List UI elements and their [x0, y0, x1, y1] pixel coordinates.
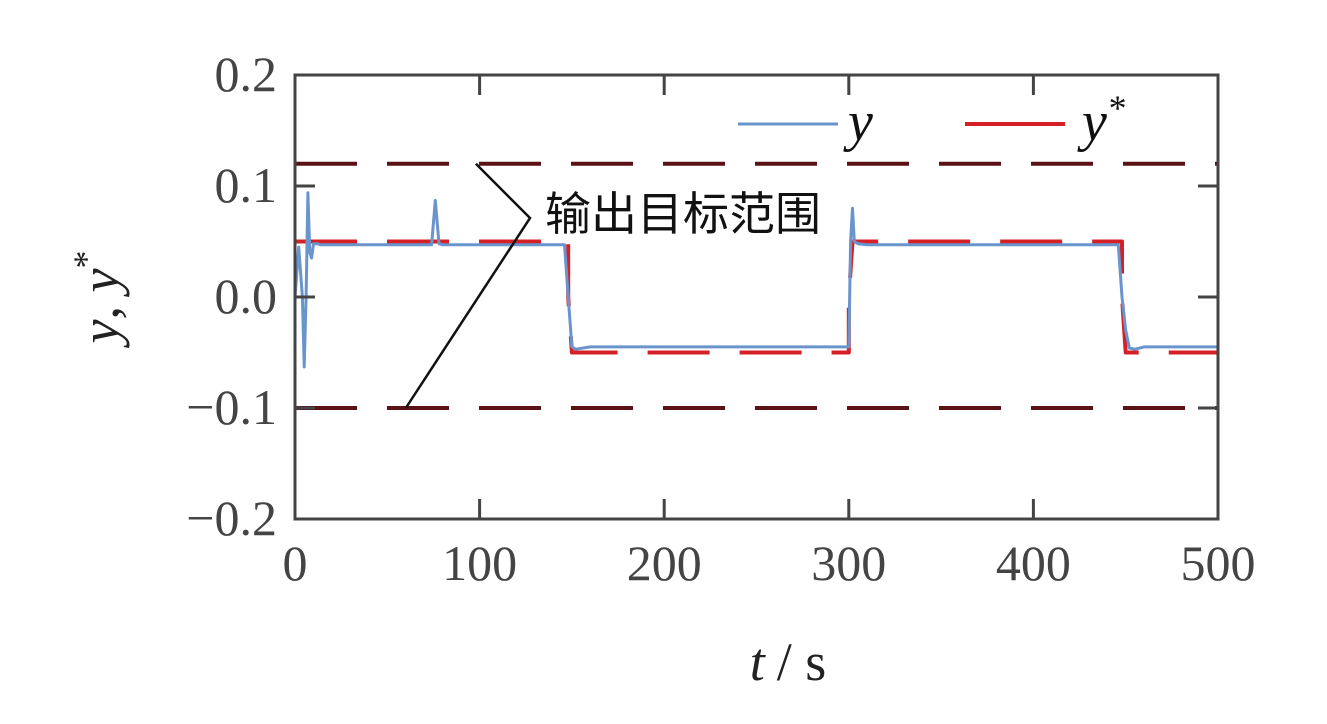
legend-label-y-star-base: y	[1077, 91, 1107, 153]
legend-label-y-star-sup: *	[1107, 88, 1125, 128]
x-tick-label-1: 100	[442, 535, 517, 591]
y-tick-label-0: 0.2	[215, 46, 278, 102]
y-axis-label-sep: ,	[70, 293, 130, 320]
axis-ticks	[293, 73, 1220, 521]
y-tick-label-4: −0.2	[186, 490, 277, 546]
x-tick-label-2: 200	[627, 535, 702, 591]
annotation: 输出目标范围	[404, 162, 821, 409]
x-axis-label-unit: / s	[777, 632, 827, 692]
y-tick-label-3: −0.1	[186, 379, 277, 435]
x-tick-label-5: 500	[1181, 535, 1256, 591]
x-axis-label-var: t	[750, 632, 767, 692]
y-tick-label-1: 0.1	[215, 157, 278, 213]
x-tick-label-0: 0	[283, 535, 308, 591]
x-tick-label-4: 400	[996, 535, 1071, 591]
y-axis-label-ystar: y	[70, 269, 130, 298]
x-axis-label: t / s	[750, 632, 827, 692]
series-layer	[295, 191, 1218, 369]
legend: y y*	[738, 88, 1125, 153]
plot-frame	[293, 73, 1220, 521]
y-axis-label-star: *	[66, 251, 106, 269]
x-tick-label-3: 300	[811, 535, 886, 591]
annotation-text: 输出目标范围	[545, 187, 821, 241]
tick-labels: 0 100 200 300 400 500 0.2 0.1 0.0 −0.1 −0.2	[186, 46, 1255, 591]
series-line-y	[295, 191, 1218, 369]
y-tick-label-2: 0.0	[215, 268, 278, 324]
legend-label-y-star: y*	[1077, 88, 1125, 153]
target-range-bounds	[295, 161, 1218, 410]
y-axis-label-y: y	[70, 319, 130, 348]
series-line-y-star	[295, 239, 1218, 355]
annotation-leader-lines	[404, 162, 532, 409]
legend-label-y: y	[843, 91, 873, 153]
y-axis-label: y, y*	[66, 251, 130, 349]
